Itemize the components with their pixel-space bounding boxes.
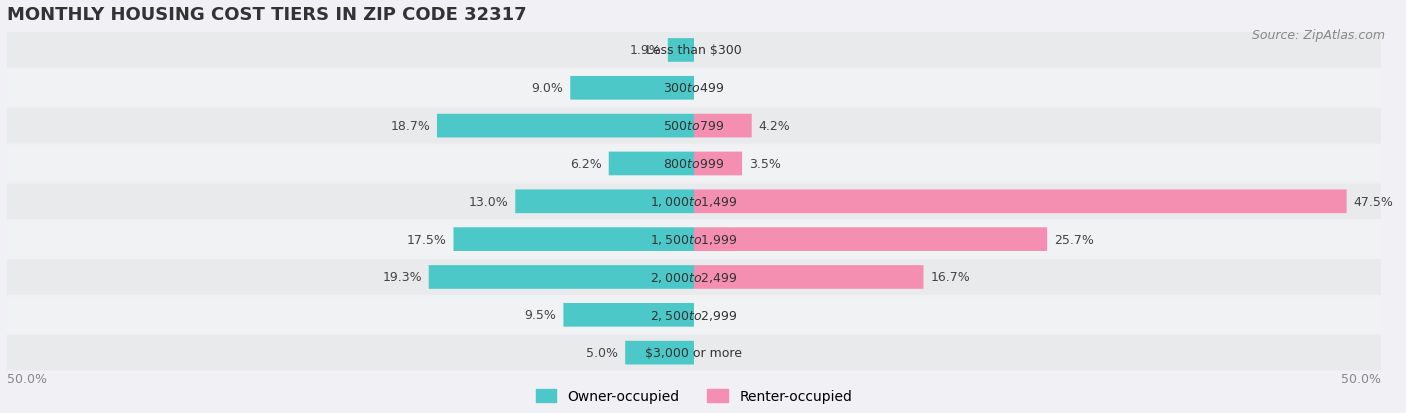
Text: Source: ZipAtlas.com: Source: ZipAtlas.com: [1251, 29, 1385, 42]
FancyBboxPatch shape: [7, 297, 1381, 333]
Text: 5.0%: 5.0%: [586, 347, 619, 359]
Text: 3.5%: 3.5%: [749, 158, 780, 171]
Text: 50.0%: 50.0%: [7, 372, 46, 385]
Text: $300 to $499: $300 to $499: [664, 82, 724, 95]
Legend: Owner-occupied, Renter-occupied: Owner-occupied, Renter-occupied: [530, 384, 858, 409]
FancyBboxPatch shape: [437, 114, 695, 138]
FancyBboxPatch shape: [7, 259, 1381, 295]
FancyBboxPatch shape: [7, 146, 1381, 182]
Text: 19.3%: 19.3%: [382, 271, 422, 284]
FancyBboxPatch shape: [571, 77, 695, 100]
Text: 4.2%: 4.2%: [759, 120, 790, 133]
FancyBboxPatch shape: [454, 228, 695, 252]
FancyBboxPatch shape: [695, 190, 1347, 214]
FancyBboxPatch shape: [7, 184, 1381, 220]
FancyBboxPatch shape: [7, 71, 1381, 106]
FancyBboxPatch shape: [7, 109, 1381, 144]
FancyBboxPatch shape: [7, 33, 1381, 69]
Text: Less than $300: Less than $300: [647, 44, 742, 57]
FancyBboxPatch shape: [7, 222, 1381, 257]
Text: 16.7%: 16.7%: [931, 271, 970, 284]
Text: $800 to $999: $800 to $999: [664, 158, 724, 171]
Text: 17.5%: 17.5%: [406, 233, 447, 246]
Text: 13.0%: 13.0%: [468, 195, 509, 208]
Text: 47.5%: 47.5%: [1354, 195, 1393, 208]
FancyBboxPatch shape: [626, 341, 695, 365]
Text: 6.2%: 6.2%: [571, 158, 602, 171]
FancyBboxPatch shape: [695, 152, 742, 176]
FancyBboxPatch shape: [695, 228, 1047, 252]
Text: MONTHLY HOUSING COST TIERS IN ZIP CODE 32317: MONTHLY HOUSING COST TIERS IN ZIP CODE 3…: [7, 7, 527, 24]
Text: 50.0%: 50.0%: [1341, 372, 1381, 385]
FancyBboxPatch shape: [668, 39, 695, 63]
FancyBboxPatch shape: [564, 303, 695, 327]
FancyBboxPatch shape: [695, 114, 752, 138]
Text: 25.7%: 25.7%: [1054, 233, 1094, 246]
Text: $2,000 to $2,499: $2,000 to $2,499: [650, 271, 738, 284]
Text: $3,000 or more: $3,000 or more: [645, 347, 742, 359]
Text: 1.9%: 1.9%: [630, 44, 661, 57]
FancyBboxPatch shape: [515, 190, 695, 214]
Text: 18.7%: 18.7%: [391, 120, 430, 133]
FancyBboxPatch shape: [7, 335, 1381, 370]
Text: 9.0%: 9.0%: [531, 82, 564, 95]
Text: $2,500 to $2,999: $2,500 to $2,999: [650, 308, 738, 322]
Text: 9.5%: 9.5%: [524, 309, 557, 322]
FancyBboxPatch shape: [695, 266, 924, 289]
FancyBboxPatch shape: [429, 266, 695, 289]
Text: $1,000 to $1,499: $1,000 to $1,499: [650, 195, 738, 209]
Text: $1,500 to $1,999: $1,500 to $1,999: [650, 233, 738, 247]
Text: $500 to $799: $500 to $799: [664, 120, 724, 133]
FancyBboxPatch shape: [609, 152, 695, 176]
